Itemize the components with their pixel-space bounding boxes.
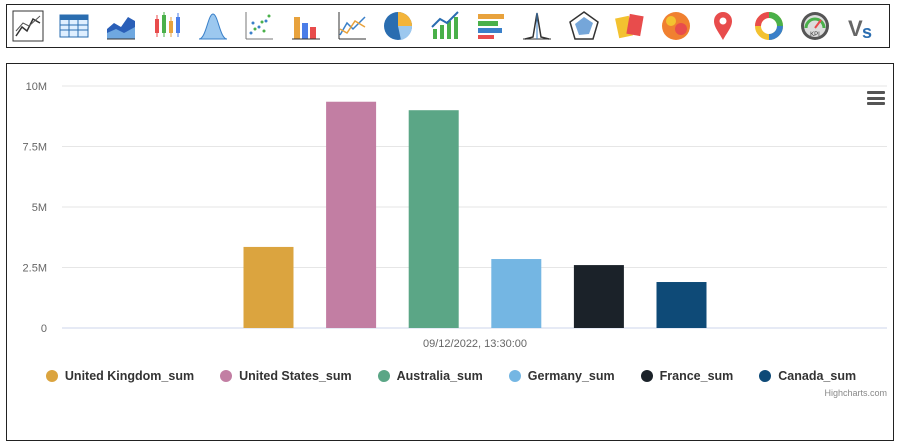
legend-label: France_sum: [659, 369, 734, 383]
legend-item[interactable]: Australia_sum: [377, 369, 483, 383]
legend-marker: [759, 370, 772, 382]
multi-line-icon: [338, 12, 367, 40]
legend-marker: [220, 370, 233, 382]
scatter-button[interactable]: [241, 7, 279, 45]
y-tick-label: 10M: [26, 81, 47, 93]
kpi-gauge-icon: KPI: [801, 12, 830, 40]
svg-text:KPI: KPI: [810, 32, 820, 38]
bell-curve-icon: [198, 13, 228, 40]
bar-series: [243, 101, 707, 328]
legend-label: United States_sum: [239, 369, 352, 383]
stacked-bar-button[interactable]: [472, 7, 510, 45]
legend-marker: [640, 370, 653, 382]
bell-curve-button[interactable]: [194, 7, 232, 45]
radar-button[interactable]: [565, 7, 603, 45]
stacked-bar-icon: [478, 14, 505, 39]
grid-lines: [62, 85, 887, 329]
area-chart-icon: [106, 17, 135, 40]
donut-button[interactable]: [750, 7, 788, 45]
legend-marker: [377, 370, 390, 382]
bar-united-kingdom-sum[interactable]: [243, 246, 294, 328]
line-chart-icon: [12, 10, 44, 42]
trend-button[interactable]: [426, 7, 464, 45]
bar-canada-sum[interactable]: [656, 282, 707, 328]
y-tick-label: 2.5M: [23, 263, 47, 275]
trend-icon: [431, 11, 459, 39]
cards-icon: [615, 13, 644, 39]
svg-text:s: s: [862, 22, 872, 42]
legend-item[interactable]: Germany_sum: [508, 369, 615, 383]
bar-united-states-sum[interactable]: [326, 101, 377, 328]
legend-marker: [508, 370, 521, 382]
area-chart-button[interactable]: [102, 7, 140, 45]
candlestick-icon: [154, 12, 180, 37]
y-axis-labels: 0 2.5M 5M 7.5M 10M: [23, 81, 47, 335]
chart-menu-icon[interactable]: [867, 91, 885, 105]
y-tick-label: 5M: [32, 202, 47, 214]
spike-button[interactable]: [518, 7, 556, 45]
legend-item[interactable]: France_sum: [640, 369, 734, 383]
y-tick-label: 7.5M: [23, 142, 47, 154]
pie-chart-icon: [384, 12, 413, 40]
scatter-icon: [245, 12, 274, 40]
kpi-gauge-button[interactable]: KPI: [796, 7, 834, 45]
legend-marker: [45, 370, 58, 382]
credits-link[interactable]: Highcharts.com: [824, 388, 887, 398]
spike-icon: [523, 12, 552, 40]
bar-germany-sum[interactable]: [491, 259, 542, 328]
multi-line-button[interactable]: [333, 7, 371, 45]
map-pin-icon: [713, 12, 732, 40]
line-chart-button[interactable]: [9, 7, 47, 45]
legend-item[interactable]: Canada_sum: [759, 369, 856, 383]
chart-panel: 0 2.5M 5M 7.5M 10M 09/12/2022, 13:30:00 Unit…: [6, 63, 894, 441]
x-category-label: 09/12/2022, 13:30:00: [423, 338, 527, 350]
legend-label: Germany_sum: [527, 369, 615, 383]
bubble-icon: [662, 12, 691, 40]
svg-text:V: V: [848, 16, 863, 41]
legend-item[interactable]: United States_sum: [220, 369, 352, 383]
legend-label: Australia_sum: [396, 369, 483, 383]
legend-label: United Kingdom_sum: [64, 369, 195, 383]
y-tick-label: 0: [41, 323, 47, 335]
table-icon: [59, 14, 89, 38]
bar-chart: 0 2.5M 5M 7.5M 10M 09/12/2022, 13:30:00: [23, 81, 887, 350]
pie-chart-button[interactable]: [380, 7, 418, 45]
candlestick-button[interactable]: [148, 7, 186, 45]
bar-chart-button[interactable]: [287, 7, 325, 45]
legend-label: Canada_sum: [778, 369, 857, 383]
cards-button[interactable]: [611, 7, 649, 45]
donut-icon: [754, 12, 783, 40]
chart-legend: United Kingdom_sum United States_sum Austr…: [7, 364, 895, 388]
radar-icon: [568, 11, 599, 40]
table-button[interactable]: [55, 7, 93, 45]
map-pin-button[interactable]: [704, 7, 742, 45]
bar-france-sum[interactable]: [573, 265, 624, 328]
bar-chart-icon: [291, 17, 320, 40]
legend-item[interactable]: United Kingdom_sum: [45, 369, 195, 383]
bar-australia-sum[interactable]: [408, 110, 459, 328]
x-axis: 09/12/2022, 13:30:00: [423, 338, 527, 350]
bubble-button[interactable]: [657, 7, 695, 45]
